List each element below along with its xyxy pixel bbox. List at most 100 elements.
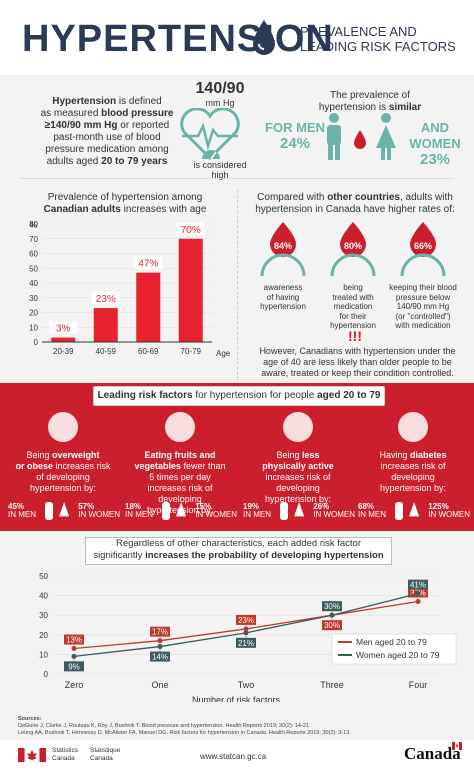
heart-monitor-icon	[180, 108, 240, 160]
divider	[237, 190, 239, 380]
risk-label: IN WOMEN	[313, 510, 355, 519]
data-label-bg	[236, 614, 256, 625]
drop-gauge-icon: 80%	[330, 222, 376, 277]
data-label-bg	[176, 222, 205, 235]
compare-footnote: However, Canadians with hypertension und…	[245, 346, 470, 379]
header	[0, 0, 474, 75]
x-axis-label: Age	[216, 349, 231, 358]
compare-item-text: hypertension	[330, 321, 376, 330]
x-tick-label: Two	[238, 680, 255, 690]
women-stat: 15% IN WOMEN	[195, 503, 237, 519]
risk-factors-band	[0, 383, 474, 531]
y-tick-label: 10	[29, 323, 38, 332]
risk-factor-text: diabetes	[410, 450, 447, 460]
data-label-bg	[64, 661, 84, 672]
risk-factor-text: vegetables	[134, 461, 181, 471]
drop-gauge-icon: 66%	[400, 222, 446, 277]
men-stat: 19% IN MEN	[243, 503, 271, 519]
line-chart: 0 10 20 30 40 50 Zero One Two Three Four Number of …	[39, 572, 457, 702]
text: aged 20 to 79	[317, 390, 381, 401]
text: increases with age	[120, 204, 207, 215]
bar	[51, 337, 76, 342]
y-tick-label: 50	[29, 264, 38, 273]
x-tick-label: 70-79	[181, 347, 202, 356]
data-label-bg	[322, 620, 342, 631]
x-tick-label: 40-59	[96, 347, 117, 356]
compare-item-text: for their	[339, 311, 367, 321]
text: significantly	[93, 550, 146, 561]
text: aware, treated or keep their condition c…	[261, 368, 454, 378]
data-label: 47%	[138, 259, 158, 270]
statcan-url[interactable]: www.statcan.gc.ca	[200, 752, 267, 761]
men-label: FOR MEN	[265, 120, 325, 135]
risk-label: IN MEN	[358, 510, 386, 519]
text: Regardless of other characteristics, eac…	[115, 538, 361, 549]
risk-factor: Being less physically active increases ris…	[243, 450, 353, 505]
text: Statistics	[52, 747, 79, 754]
compare-item-text: keeping their blood	[389, 283, 457, 292]
compare-item: 84% awareness of having hypertension	[248, 220, 318, 312]
data-label: 23%	[96, 294, 116, 305]
x-tick-label: Zero	[65, 680, 84, 690]
compare-item-text: with medication	[395, 321, 451, 330]
man-woman-icon	[392, 502, 422, 520]
risk-factor-stats: 45% IN MEN 57% IN WOMEN	[8, 502, 120, 520]
risk-factor-stats: 68% IN MEN 125% IN WOMEN	[358, 502, 470, 520]
data-label: 23%	[238, 616, 254, 625]
data-point	[71, 653, 77, 659]
data-label: 14%	[152, 653, 168, 662]
risk-factor-text: increases risk of	[265, 472, 331, 482]
bar	[178, 238, 203, 342]
risk-factor-text: overweight	[52, 450, 100, 460]
risk-factor-text: physically active	[262, 461, 334, 471]
data-label: 30%	[324, 602, 340, 611]
source-citation: Leung AA, Bushnik T, Hennessy D, McAlist…	[18, 730, 351, 736]
risk-value: 45%	[8, 502, 25, 511]
legend-label: Women aged 20 to 79	[356, 650, 440, 660]
risk-factor-text: hypertension by:	[379, 483, 447, 493]
compare-item: 80% being treated with medication for their h…	[318, 220, 388, 331]
exclamation-marks: !!!	[348, 328, 362, 344]
text: adults aged	[46, 156, 102, 167]
definition-term: Hypertension	[52, 96, 117, 107]
y-tick-label: 20	[39, 631, 48, 640]
data-point	[243, 626, 249, 632]
risk-factor-text: of developing	[36, 472, 90, 482]
gauge-arc	[330, 253, 376, 277]
men-prevalence: FOR MEN 24%	[265, 120, 325, 152]
subtitle-line: PREVALENCE AND	[300, 24, 417, 39]
source-citation: DeGuire J, Clarke J, Rouleau K, Roy J, B…	[18, 723, 311, 729]
bar-chart-title: Prevalence of hypertension among Canadia…	[20, 192, 230, 216]
risk-factor-text: Being	[276, 450, 302, 460]
x-axis-label: Number of risk factors	[192, 695, 281, 702]
gauge-arc	[260, 253, 306, 277]
text: Leading risk factors	[97, 390, 193, 401]
divider	[20, 178, 454, 179]
text: or reported	[117, 120, 170, 131]
risk-value: 68%	[358, 502, 375, 511]
y-tick-label: 40	[29, 279, 38, 288]
risk-factor-text: Having	[379, 450, 410, 460]
risk-factor-text: developing	[276, 483, 320, 493]
compare-item: 66% keeping their blood pressure below 140/…	[388, 220, 458, 331]
divider	[70, 383, 404, 384]
risk-value: 26%	[313, 502, 330, 511]
text: , adults with	[400, 192, 453, 203]
compare-title: Compared with other countries, adults wi…	[245, 192, 465, 216]
text: blood pressure	[101, 108, 174, 119]
y-tick-label: 60	[29, 250, 38, 259]
risk-label: IN WOMEN	[78, 510, 120, 519]
risk-factor-text: hypertension by:	[29, 483, 97, 493]
data-point	[243, 630, 249, 636]
women-prevalence: AND WOMEN 23%	[400, 120, 470, 168]
y-tick-label: 0	[44, 670, 49, 679]
text: for hypertension for people	[192, 390, 318, 401]
man-woman-icon	[159, 502, 189, 520]
text: The prevalence of	[329, 90, 411, 101]
x-tick-label: One	[151, 680, 168, 690]
legend-label: Men aged 20 to 79	[356, 637, 427, 647]
data-label-bg	[64, 634, 84, 645]
compare-item-text: (or "controlled")	[395, 311, 451, 321]
women-stat: 26% IN WOMEN	[313, 503, 355, 519]
wordmark-flag-icon	[452, 742, 462, 750]
